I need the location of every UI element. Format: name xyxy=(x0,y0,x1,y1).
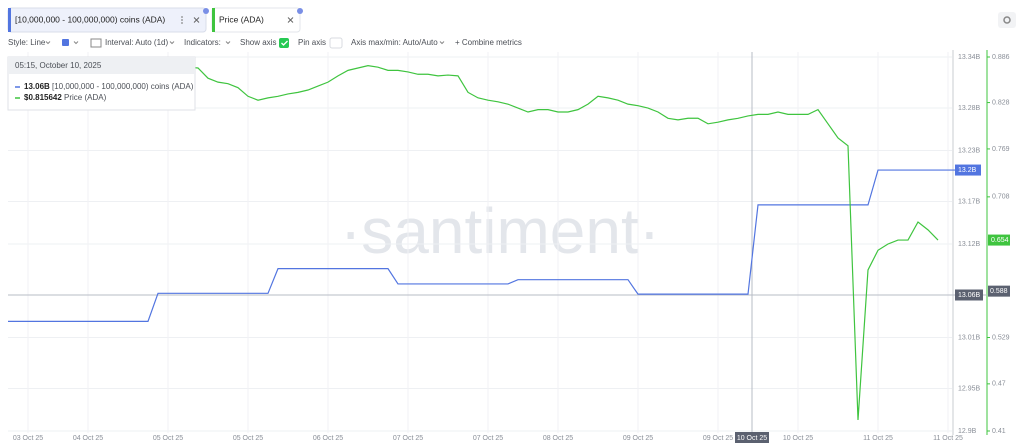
x-tick-label: 09 Oct 25 xyxy=(623,435,653,442)
tab-accent xyxy=(212,8,215,32)
tooltip-series: [10,000,000 - 100,000,000) coins (ADA) xyxy=(52,82,194,91)
chevron xyxy=(45,41,51,45)
chevron xyxy=(73,41,79,45)
x-tick-label: 07 Oct 25 xyxy=(393,435,423,442)
tab-accent xyxy=(8,8,11,32)
y-tick-label: 12.9B xyxy=(958,428,977,435)
interval-select[interactable]: Interval: Auto (1d) xyxy=(105,38,168,47)
y-tick-label: 12.95B xyxy=(958,385,981,392)
x-tick-label: 06 Oct 25 xyxy=(313,435,343,442)
calendar-icon xyxy=(90,38,102,48)
show-axis-checkbox[interactable] xyxy=(279,38,289,48)
x-tick-label: 03 Oct 25 xyxy=(13,435,43,442)
tooltip-header xyxy=(8,57,195,74)
y2-tick-label: 0.529 xyxy=(992,334,1010,341)
last-value-label: 13.2B xyxy=(958,167,977,174)
last-value-badge xyxy=(988,234,1010,246)
chevron xyxy=(225,41,231,45)
tooltip-value: $0.815642 xyxy=(24,93,62,102)
style-select[interactable]: Style: Line xyxy=(8,38,46,47)
tab-dot xyxy=(297,8,303,14)
last-value-badge xyxy=(955,164,981,176)
tooltip-series: Price (ADA) xyxy=(64,93,107,102)
x-tick-label: 09 Oct 25 xyxy=(703,435,733,442)
y2-tick-label: 0.769 xyxy=(992,146,1010,153)
show-axis-label: Show axis xyxy=(240,38,276,47)
watermark: ·santiment· xyxy=(340,195,660,267)
x-tick-label: 11 Oct 25 xyxy=(933,435,963,442)
tab-label: [10,000,000 - 100,000,000) coins (ADA) xyxy=(15,14,165,24)
tab-label: Price (ADA) xyxy=(219,14,264,24)
menu-icon[interactable] xyxy=(181,19,183,21)
indicators-select[interactable]: Indicators: xyxy=(184,38,221,47)
y2-tick-label: 0.886 xyxy=(992,54,1010,61)
x-tick-label: 05 Oct 25 xyxy=(233,435,263,442)
settings-icon xyxy=(1003,16,1011,24)
close-icon[interactable] xyxy=(193,17,200,23)
crosshair-x-badge xyxy=(735,432,769,443)
chevron xyxy=(169,41,175,45)
y2-tick-label: 0.41 xyxy=(992,428,1006,435)
y2-tick-label: 0.708 xyxy=(992,194,1010,201)
menu-icon xyxy=(181,22,183,24)
last-value-label: 0.654 xyxy=(991,237,1009,244)
y-tick-label: 13.01B xyxy=(958,334,981,341)
crosshair-y-badge xyxy=(955,289,983,301)
tab-dot xyxy=(203,8,209,14)
crosshair-y-label: 13.06B xyxy=(958,292,981,299)
tooltip-value: 13.06B xyxy=(24,82,50,91)
y2-tick-label: 0.828 xyxy=(992,99,1010,106)
y-tick-label: 13.28B xyxy=(958,105,981,112)
check-icon xyxy=(281,40,288,46)
x-tick-label: 11 Oct 25 xyxy=(863,435,893,442)
y-tick-label: 13.12B xyxy=(958,241,981,248)
y-tick-label: 13.23B xyxy=(958,147,981,154)
y-tick-label: 13.17B xyxy=(958,198,981,205)
pin-axis-checkbox[interactable] xyxy=(329,37,343,49)
y-tick-label: 13.34B xyxy=(958,54,981,61)
axis-minmax[interactable]: Axis max/min: Auto/Auto xyxy=(351,38,438,47)
series-line xyxy=(8,169,958,322)
tooltip: 05:15, October 10, 2025 13.06B [10,000,0… xyxy=(7,56,196,111)
chevron xyxy=(439,41,445,45)
close-icon[interactable] xyxy=(287,17,294,23)
y2-tick-label: 0.47 xyxy=(992,381,1006,388)
x-tick-label: 05 Oct 25 xyxy=(153,435,183,442)
x-tick-label: 04 Oct 25 xyxy=(73,435,103,442)
settings-button[interactable] xyxy=(998,12,1016,28)
color-picker[interactable] xyxy=(62,39,69,46)
menu-icon xyxy=(181,16,183,18)
crosshair-y2-label: 0.588 xyxy=(990,288,1008,295)
x-tick-label: 07 Oct 25 xyxy=(473,435,503,442)
x-tick-label: 08 Oct 25 xyxy=(543,435,573,442)
x-tick-label: 10 Oct 25 xyxy=(783,435,813,442)
combine-metrics[interactable]: + Combine metrics xyxy=(455,38,522,47)
crosshair-y2-badge xyxy=(988,285,1010,297)
pin-axis-label: Pin axis xyxy=(298,38,326,47)
crosshair-x-label: 10 Oct 25 xyxy=(737,435,767,442)
plot-area: ·santiment· 12.9B 12.95B 13.01B 13.12B 13.17B… xyxy=(7,50,1010,443)
tooltip-time: 05:15, October 10, 2025 xyxy=(15,61,102,70)
